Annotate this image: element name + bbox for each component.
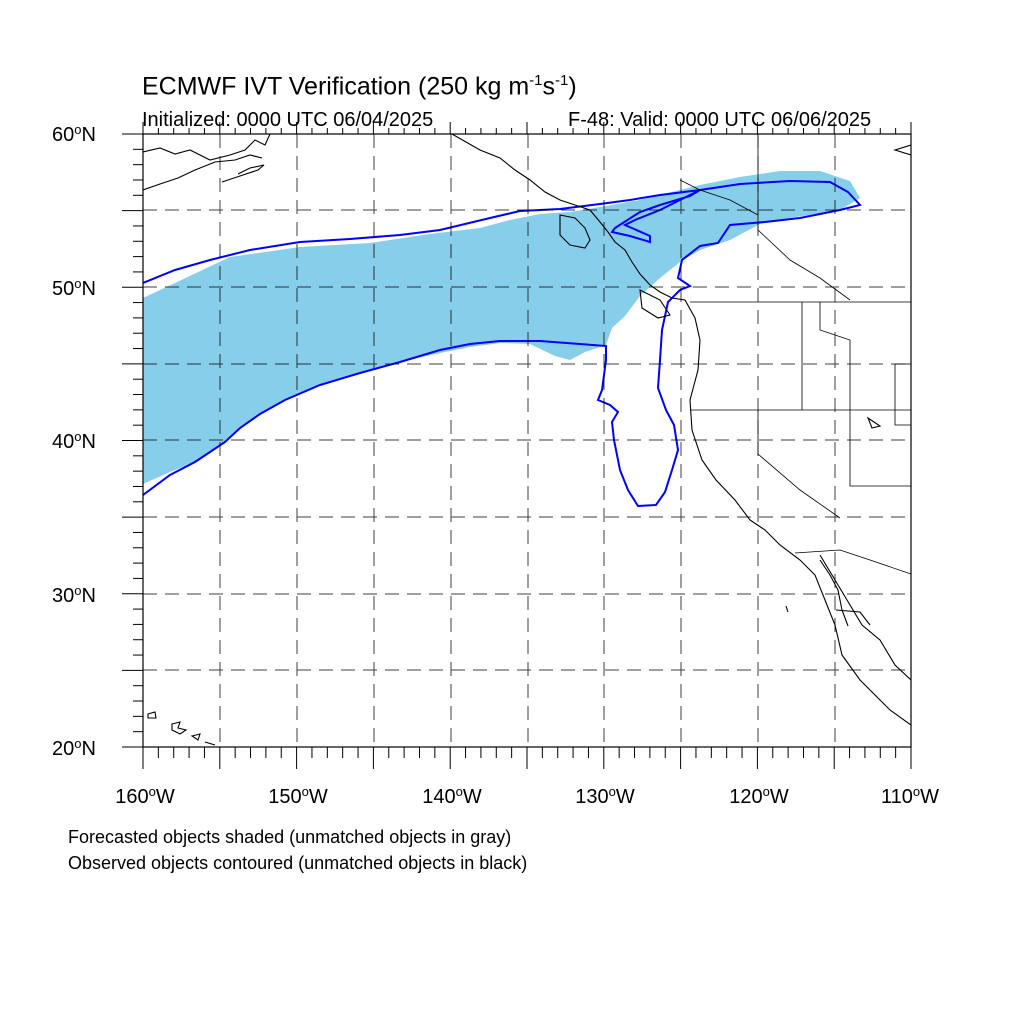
valid-time: F-48: Valid: 0000 UTC 06/06/2025 xyxy=(568,109,872,131)
lat-label-60: 60oN xyxy=(52,122,96,146)
forecast-object-shaded xyxy=(143,171,860,484)
observed-note: Observed objects contoured (unmatched ob… xyxy=(68,853,528,873)
map-title: ECMWF IVT Verification (250 kg m-1s-1) xyxy=(142,72,577,101)
observed-object-contour xyxy=(143,179,862,508)
lon-label-120: 120oW xyxy=(729,784,789,808)
lat-label-20: 20oN xyxy=(52,736,96,760)
lat-label-30: 30oN xyxy=(52,583,96,607)
lon-label-110: 110oW xyxy=(880,784,940,808)
lat-label-50: 50oN xyxy=(52,276,96,300)
forecast-note: Forecasted objects shaded (unmatched obj… xyxy=(68,827,512,847)
lon-label-130: 130oW xyxy=(575,784,635,808)
axis-ticks xyxy=(122,122,912,769)
coastlines xyxy=(143,134,911,746)
observed-inner-contour xyxy=(610,189,701,244)
lon-label-140: 140oW xyxy=(422,784,482,808)
gridlines xyxy=(143,134,911,747)
lon-label-160: 160oW xyxy=(115,784,175,808)
initialized-time: Initialized: 0000 UTC 06/04/2025 xyxy=(142,109,434,131)
lat-label-40: 40oN xyxy=(52,429,96,453)
lon-label-150: 150oW xyxy=(268,784,328,808)
